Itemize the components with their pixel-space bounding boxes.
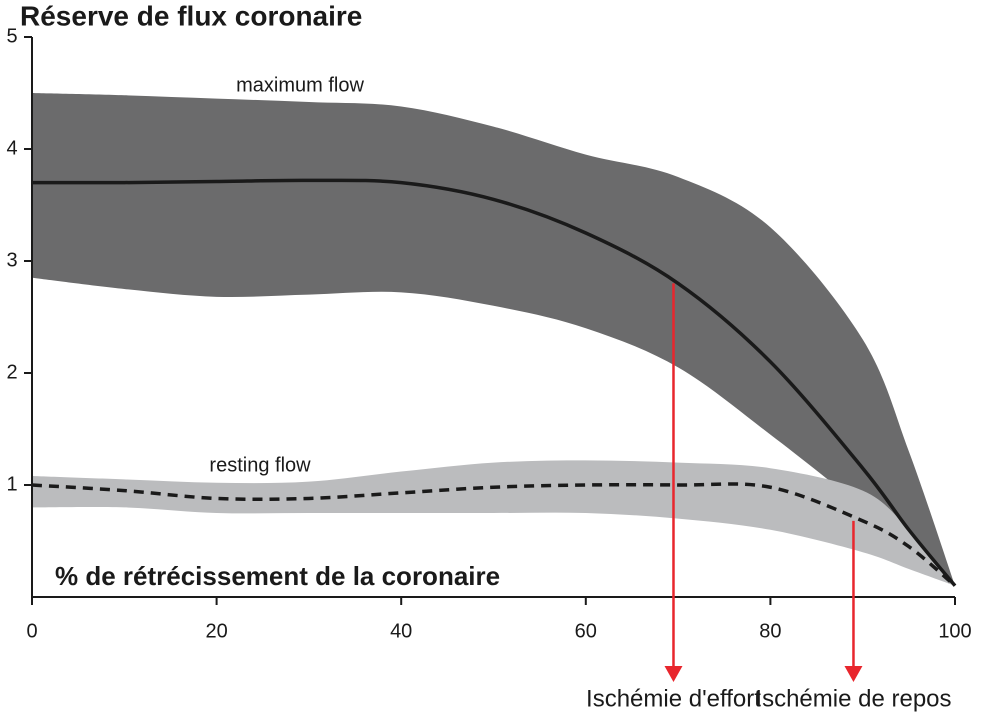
x-tick-label: 0 <box>26 620 37 642</box>
x-tick-label: 80 <box>759 620 781 642</box>
x-axis-label: % de rétrécissement de la coronaire <box>55 561 500 591</box>
band <box>32 93 955 586</box>
bands <box>32 93 955 586</box>
line <box>31 178 957 587</box>
band <box>32 460 955 586</box>
chart-title: Réserve de flux coronaire <box>20 0 362 31</box>
annotation-label: Ischémie de repos <box>755 685 951 712</box>
series-label: resting flow <box>209 454 311 476</box>
line <box>31 482 957 588</box>
x-tick-label: 20 <box>205 620 227 642</box>
y-tick-label: 1 <box>6 473 17 495</box>
annotation-label: Ischémie d'effort <box>586 685 761 712</box>
x-tick-label: 100 <box>938 620 971 642</box>
y-tick-label: 4 <box>6 137 17 159</box>
y-tick-label: 5 <box>6 25 17 47</box>
arrow-head <box>664 666 683 682</box>
x-tick-label: 40 <box>390 620 412 642</box>
arrow-head <box>844 666 863 682</box>
x-tick-label: 60 <box>575 620 597 642</box>
y-tick-label: 3 <box>6 249 17 271</box>
y-tick-label: 2 <box>6 361 17 383</box>
series-label: maximum flow <box>236 74 364 96</box>
